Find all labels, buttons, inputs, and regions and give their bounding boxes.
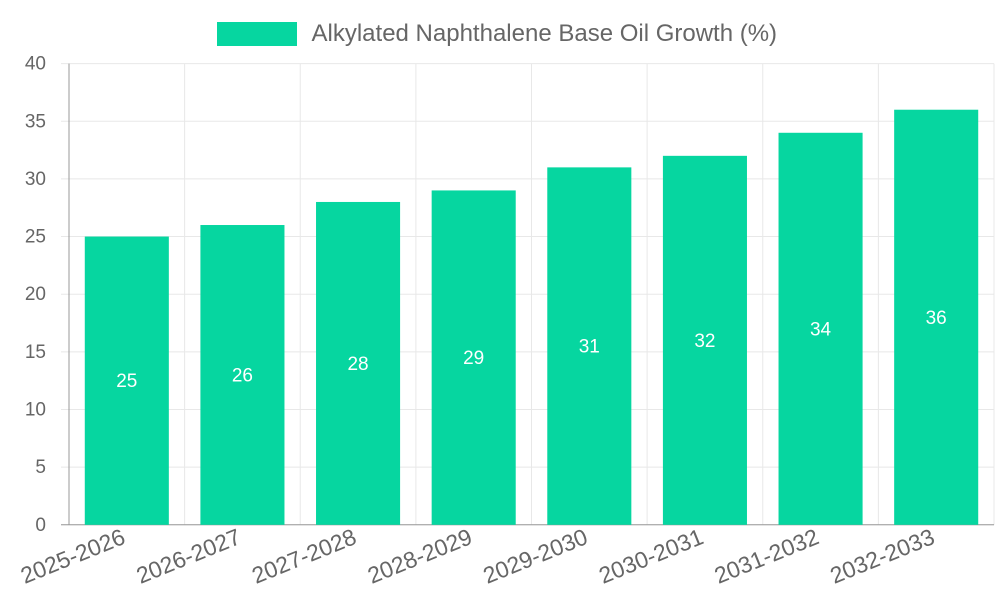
svg-text:2030-2031: 2030-2031	[595, 523, 707, 588]
svg-text:28: 28	[347, 354, 368, 375]
svg-text:0: 0	[35, 515, 46, 536]
svg-text:20: 20	[25, 284, 46, 305]
svg-text:31: 31	[579, 337, 600, 358]
svg-text:2029-2030: 2029-2030	[479, 523, 591, 588]
svg-text:30: 30	[25, 169, 46, 190]
svg-text:2031-2032: 2031-2032	[711, 523, 823, 588]
svg-text:2025-2026: 2025-2026	[17, 523, 129, 588]
svg-text:2028-2029: 2028-2029	[364, 523, 476, 588]
svg-text:25: 25	[116, 371, 137, 392]
svg-text:35: 35	[25, 111, 46, 132]
svg-text:29: 29	[463, 348, 484, 369]
svg-text:32: 32	[694, 331, 715, 352]
svg-text:5: 5	[35, 457, 46, 478]
svg-text:15: 15	[25, 342, 46, 363]
svg-text:40: 40	[25, 54, 46, 75]
svg-text:2032-2033: 2032-2033	[826, 523, 938, 588]
svg-text:34: 34	[810, 319, 832, 340]
svg-text:26: 26	[232, 365, 253, 386]
svg-text:2026-2027: 2026-2027	[133, 523, 245, 588]
svg-text:36: 36	[926, 308, 947, 329]
svg-text:10: 10	[25, 400, 46, 421]
svg-text:25: 25	[25, 227, 46, 248]
svg-text:2027-2028: 2027-2028	[248, 523, 360, 588]
